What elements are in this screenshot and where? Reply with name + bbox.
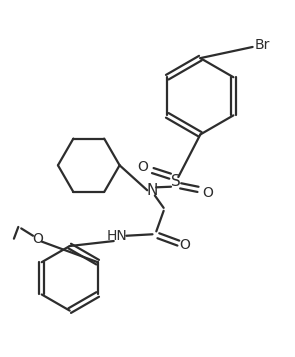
Text: O: O: [32, 232, 43, 246]
Text: O: O: [138, 160, 149, 174]
Text: S: S: [171, 174, 180, 189]
Text: HN: HN: [106, 229, 127, 243]
Text: O: O: [179, 237, 190, 252]
Text: O: O: [202, 186, 213, 200]
Text: Br: Br: [255, 38, 270, 52]
Text: N: N: [146, 183, 158, 198]
